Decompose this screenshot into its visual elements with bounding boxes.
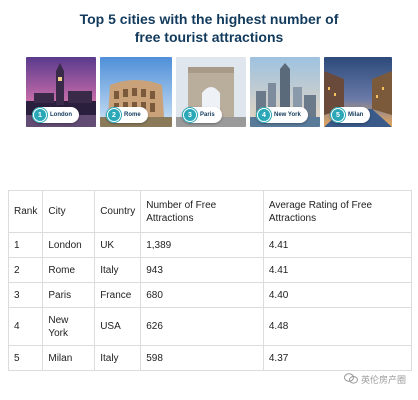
page-title: Top 5 cities with the highest number of … bbox=[0, 10, 418, 46]
photo-badge: 1 London bbox=[32, 107, 79, 123]
header-country: Country bbox=[94, 190, 142, 233]
cell-free-attractions: 598 bbox=[140, 345, 264, 371]
cell-rank: 5 bbox=[7, 345, 44, 371]
cities-table: Rank City Country Number of Free Attract… bbox=[7, 190, 413, 371]
photo-badge: 2 Rome bbox=[106, 107, 148, 123]
cell-city: Rome bbox=[42, 257, 96, 283]
cell-average-rating: 4.48 bbox=[262, 307, 413, 346]
photo-badge: 4 New York bbox=[256, 107, 308, 123]
photo-badge: 3 Paris bbox=[182, 107, 222, 123]
table-row: 5 Milan Italy 598 4.37 bbox=[7, 345, 413, 371]
header-free-attractions: Number of Free Attractions bbox=[140, 190, 264, 233]
header-rank: Rank bbox=[7, 190, 44, 233]
badge-number: 2 bbox=[107, 108, 121, 122]
cell-free-attractions: 943 bbox=[140, 257, 264, 283]
watermark: 英伦房产圈 bbox=[343, 373, 406, 386]
table-row: 2 Rome Italy 943 4.41 bbox=[7, 257, 413, 283]
cell-average-rating: 4.40 bbox=[262, 282, 413, 308]
title-line-2: free tourist attractions bbox=[134, 29, 284, 45]
wechat-icon bbox=[343, 373, 358, 386]
cell-average-rating: 4.41 bbox=[262, 257, 413, 283]
cell-country: Italy bbox=[94, 345, 142, 371]
badge-city: Milan bbox=[348, 112, 364, 118]
photo-london: 1 London bbox=[26, 57, 96, 127]
cell-city: New York bbox=[42, 307, 96, 346]
cell-country: France bbox=[94, 282, 142, 308]
header-city: City bbox=[42, 190, 96, 233]
cell-country: Italy bbox=[94, 257, 142, 283]
cell-rank: 1 bbox=[7, 232, 44, 258]
cell-rank: 2 bbox=[7, 257, 44, 283]
cell-city: Milan bbox=[42, 345, 96, 371]
cell-city: London bbox=[42, 232, 96, 258]
badge-city: Rome bbox=[124, 112, 141, 118]
badge-city: Paris bbox=[200, 112, 215, 118]
photo-new-york: 4 New York bbox=[250, 57, 320, 127]
title-line-1: Top 5 cities with the highest number of bbox=[79, 11, 339, 27]
table-row: 1 London UK 1,389 4.41 bbox=[7, 232, 413, 258]
cell-free-attractions: 1,389 bbox=[140, 232, 264, 258]
photo-badge: 5 Milan bbox=[330, 107, 371, 123]
badge-city: New York bbox=[274, 112, 301, 118]
table-row: 4 New York USA 626 4.48 bbox=[7, 307, 413, 346]
badge-number: 5 bbox=[331, 108, 345, 122]
cell-country: USA bbox=[94, 307, 142, 346]
cell-rank: 3 bbox=[7, 282, 44, 308]
cell-rank: 4 bbox=[7, 307, 44, 346]
cell-average-rating: 4.37 bbox=[262, 345, 413, 371]
table-row: 3 Paris France 680 4.40 bbox=[7, 282, 413, 308]
watermark-text: 英伦房产圈 bbox=[360, 375, 406, 385]
cell-free-attractions: 626 bbox=[140, 307, 264, 346]
city-photo-strip: 1 London 2 Rome bbox=[26, 57, 392, 127]
cell-free-attractions: 680 bbox=[140, 282, 264, 308]
photo-rome: 2 Rome bbox=[100, 57, 172, 127]
cell-city: Paris bbox=[42, 282, 96, 308]
cell-country: UK bbox=[94, 232, 142, 258]
badge-number: 4 bbox=[257, 108, 271, 122]
badge-number: 1 bbox=[33, 108, 47, 122]
header-average-rating: Average Rating of Free Attractions bbox=[262, 190, 413, 233]
photo-paris: 3 Paris bbox=[176, 57, 246, 127]
badge-number: 3 bbox=[183, 108, 197, 122]
table-header-row: Rank City Country Number of Free Attract… bbox=[7, 190, 413, 233]
badge-city: London bbox=[50, 112, 72, 118]
photo-milan: 5 Milan bbox=[324, 57, 392, 127]
cell-average-rating: 4.41 bbox=[262, 232, 413, 258]
